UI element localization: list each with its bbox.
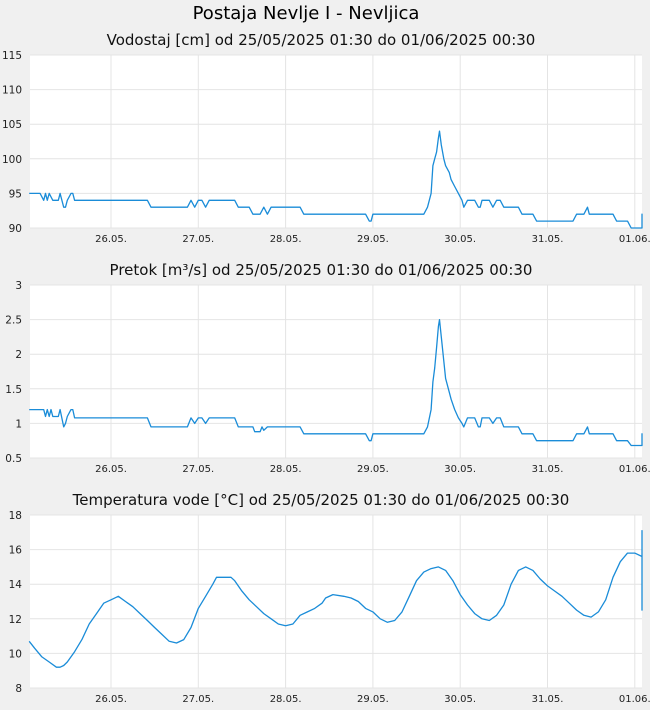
chart-title: Vodostaj [cm] od 25/05/2025 01:30 do 01/… (107, 31, 536, 49)
chart-panel-2: Pretok [m³/s] od 25/05/2025 01:30 do 01/… (5, 261, 650, 475)
y-tick-label: 10 (9, 648, 22, 660)
x-tick-label: 01.06. (619, 464, 650, 475)
y-tick-label: 14 (9, 579, 23, 591)
x-tick-label: 31.05. (532, 694, 564, 705)
y-tick-label: 1 (15, 418, 22, 430)
chart-panel-3: Temperatura vode [°C] od 25/05/2025 01:3… (9, 491, 650, 705)
x-tick-label: 28.05. (270, 694, 302, 705)
y-tick-label: 1.5 (5, 384, 22, 396)
chart-title: Pretok [m³/s] od 25/05/2025 01:30 do 01/… (110, 261, 533, 279)
x-tick-label: 31.05. (532, 234, 564, 245)
chart-panel-1: Vodostaj [cm] od 25/05/2025 01:30 do 01/… (2, 31, 650, 245)
x-tick-label: 30.05. (444, 694, 476, 705)
x-tick-label: 30.05. (444, 234, 476, 245)
x-tick-label: 27.05. (182, 464, 214, 475)
y-tick-label: 115 (2, 50, 22, 62)
x-tick-label: 27.05. (182, 694, 214, 705)
y-tick-label: 2.5 (5, 315, 22, 327)
series-line (28, 529, 643, 668)
series-line (29, 318, 643, 447)
x-tick-label: 26.05. (95, 694, 127, 705)
y-tick-label: 12 (9, 614, 22, 626)
x-tick-label: 28.05. (270, 234, 302, 245)
x-tick-label: 27.05. (182, 234, 214, 245)
y-tick-label: 100 (2, 154, 22, 166)
y-tick-label: 3 (15, 280, 22, 292)
x-tick-label: 01.06. (619, 234, 650, 245)
x-tick-label: 29.05. (357, 694, 389, 705)
y-tick-label: 8 (15, 683, 22, 695)
y-tick-label: 18 (9, 510, 22, 522)
series-line (29, 130, 643, 229)
y-tick-label: 16 (9, 545, 23, 557)
y-tick-label: 0.5 (5, 453, 22, 465)
y-tick-label: 95 (9, 188, 22, 200)
x-tick-label: 26.05. (95, 234, 127, 245)
y-tick-label: 2 (15, 349, 22, 361)
plot-area (30, 55, 642, 228)
x-tick-label: 26.05. (95, 464, 127, 475)
y-tick-label: 110 (2, 85, 22, 97)
y-tick-label: 90 (9, 223, 22, 235)
x-tick-label: 29.05. (357, 464, 389, 475)
x-tick-label: 31.05. (532, 464, 564, 475)
x-tick-label: 28.05. (270, 464, 302, 475)
page-title: Postaja Nevlje I - Nevljica (192, 3, 420, 24)
x-tick-label: 01.06. (619, 694, 650, 705)
plot-area (30, 285, 642, 458)
chart-title: Temperatura vode [°C] od 25/05/2025 01:3… (72, 491, 570, 509)
plot-area (30, 515, 642, 688)
x-tick-label: 30.05. (444, 464, 476, 475)
y-tick-label: 105 (2, 119, 22, 131)
x-tick-label: 29.05. (357, 234, 389, 245)
